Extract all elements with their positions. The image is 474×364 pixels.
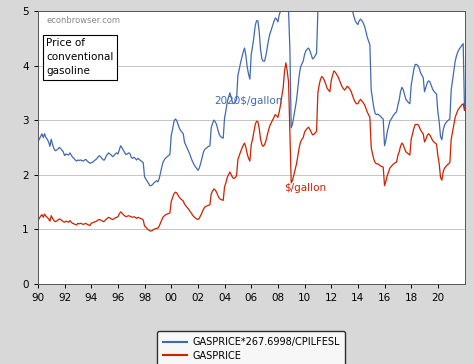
GASPRICE*267.6998/CPILFESL <box>422 90 428 94</box>
Text: Price of
conventional
gasoline: Price of conventional gasoline <box>46 38 114 76</box>
GASPRICE <box>422 140 428 144</box>
GASPRICE*267.6998/CPILFESL <box>340 9 346 13</box>
GASPRICE*267.6998/CPILFESL <box>278 9 283 13</box>
Legend: GASPRICE*267.6998/CPILFESL, GASPRICE: GASPRICE*267.6998/CPILFESL, GASPRICE <box>157 331 346 364</box>
GASPRICE <box>226 173 231 177</box>
GASPRICE <box>147 229 153 233</box>
GASPRICE <box>283 60 289 65</box>
GASPRICE*267.6998/CPILFESL <box>306 46 311 50</box>
Line: GASPRICE*267.6998/CPILFESL: GASPRICE*267.6998/CPILFESL <box>38 11 465 186</box>
GASPRICE*267.6998/CPILFESL <box>226 95 231 99</box>
GASPRICE*267.6998/CPILFESL <box>294 98 300 102</box>
GASPRICE*267.6998/CPILFESL <box>462 108 467 112</box>
GASPRICE*267.6998/CPILFESL <box>147 183 153 188</box>
GASPRICE*267.6998/CPILFESL <box>122 150 128 154</box>
GASPRICE <box>294 162 300 166</box>
GASPRICE*267.6998/CPILFESL <box>35 140 41 144</box>
GASPRICE <box>306 125 311 130</box>
Text: econbrowser.com: econbrowser.com <box>46 16 120 25</box>
GASPRICE <box>462 108 467 112</box>
GASPRICE <box>340 86 346 91</box>
Text: $/gallon: $/gallon <box>284 183 327 193</box>
Text: 2020$/gallon: 2020$/gallon <box>214 96 283 106</box>
GASPRICE <box>122 213 128 218</box>
Line: GASPRICE: GASPRICE <box>38 63 465 231</box>
GASPRICE <box>35 218 41 223</box>
